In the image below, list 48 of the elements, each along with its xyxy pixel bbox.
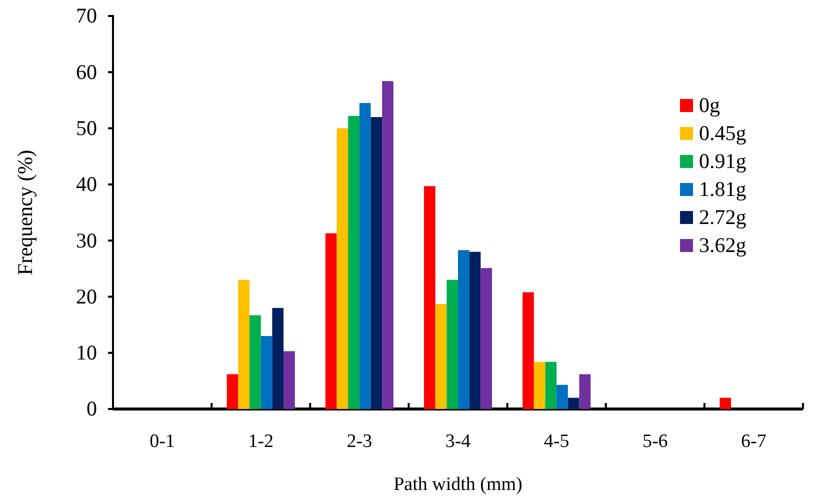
bar: [556, 384, 568, 409]
bar: [382, 81, 394, 409]
bar: [238, 280, 250, 409]
bar: [458, 250, 470, 409]
bar: [260, 336, 272, 409]
bar: [370, 117, 382, 409]
bar: [284, 351, 295, 409]
x-tick-label: 2-3: [346, 431, 372, 452]
bar: [424, 186, 436, 409]
legend-label: 0.45g: [699, 121, 747, 145]
bar: [348, 116, 360, 409]
bar: [568, 398, 580, 409]
y-axis-title: Frequency (%): [13, 150, 37, 276]
x-tick-label: 4-5: [544, 431, 570, 452]
y-tick-label: 10: [76, 340, 97, 365]
x-tick-label: 5-6: [642, 431, 668, 452]
bar: [522, 292, 534, 409]
legend-label: 0g: [699, 93, 720, 117]
bar: [579, 374, 591, 409]
y-tick-label: 30: [76, 228, 97, 252]
y-tick-label: 50: [76, 116, 97, 140]
bar: [480, 268, 492, 409]
legend-label: 1.81g: [699, 177, 747, 201]
bar: [336, 128, 348, 409]
bar: [325, 233, 337, 409]
bar: [272, 308, 284, 409]
y-tick-label: 0: [86, 396, 97, 421]
y-tick-label: 60: [76, 60, 97, 84]
y-tick-label: 70: [76, 4, 97, 28]
bar: [446, 280, 458, 409]
bar: [534, 362, 546, 409]
x-tick-label: 1-2: [248, 431, 274, 452]
bar: [250, 315, 261, 409]
x-tick-label: 0-1: [150, 431, 175, 452]
bar: [545, 362, 557, 409]
bar: [226, 374, 238, 409]
legend-label: 0.91g: [699, 149, 747, 173]
bar: [359, 103, 371, 409]
bar: [435, 304, 447, 409]
bar: [469, 252, 481, 409]
y-tick-label: 20: [76, 284, 97, 308]
y-tick-label: 40: [76, 172, 97, 196]
x-tick-label: 6-7: [741, 431, 766, 452]
x-axis-title: Path width (mm): [394, 474, 522, 495]
legend-label: 3.62g: [699, 233, 747, 257]
legend-label: 2.72g: [699, 205, 747, 229]
x-tick-label: 3-4: [445, 431, 472, 452]
bar: [720, 398, 732, 409]
